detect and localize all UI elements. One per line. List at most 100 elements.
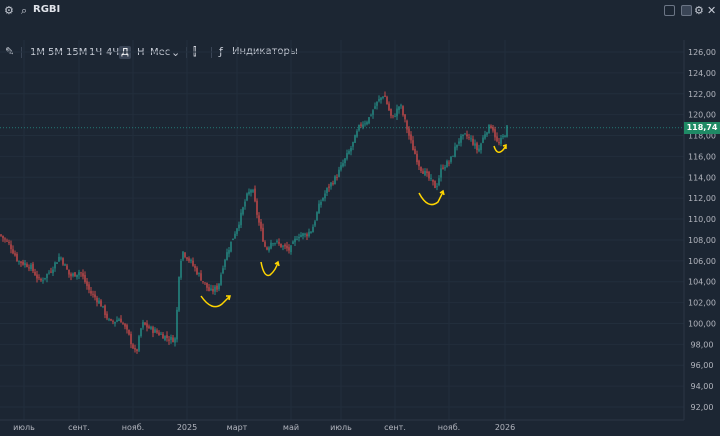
candle-body — [398, 106, 400, 110]
chevron-down-icon[interactable] — [664, 5, 675, 16]
x-tick-label: май — [283, 423, 299, 432]
candle-body — [364, 123, 366, 125]
candle-body — [294, 238, 296, 243]
candle-body — [394, 116, 396, 118]
candle-body — [334, 176, 336, 184]
time-axis[interactable]: июль сент. нояб. 2025 март май июль сент. нояб. 2… — [0, 419, 684, 432]
annotation-mark — [260, 260, 280, 277]
candle-body — [40, 278, 42, 281]
price-axis[interactable]: 126,00 124,00 122,00 120,00 118,00 116,00 114,… — [683, 40, 716, 420]
candle-body — [274, 242, 276, 244]
search-icon[interactable]: ⌕ — [21, 4, 28, 17]
candle-body — [310, 231, 312, 233]
candle-body — [326, 187, 328, 193]
candle-body — [12, 249, 14, 254]
candle-body — [208, 287, 210, 292]
candle-body — [130, 333, 132, 345]
candle-body — [350, 147, 352, 152]
candle-body — [146, 323, 148, 328]
candle-body — [438, 178, 440, 186]
candle-body — [214, 286, 216, 292]
candle-body — [82, 273, 84, 277]
candle-body — [276, 241, 278, 242]
candle-body — [424, 170, 426, 176]
candle-body — [4, 238, 6, 240]
candle-body — [404, 114, 406, 120]
candle-body — [14, 253, 16, 256]
candle-body — [174, 338, 176, 343]
candle-body — [228, 250, 230, 254]
candle-body — [60, 257, 62, 259]
candle-body — [192, 260, 194, 266]
candle-body — [354, 135, 356, 143]
candle-body — [298, 237, 300, 239]
candle-body — [320, 201, 322, 205]
close-icon[interactable]: ✕ — [707, 4, 717, 17]
candle-body — [182, 251, 184, 260]
candle-body — [150, 326, 152, 329]
annotation-mark — [418, 189, 445, 206]
candle-body — [216, 285, 218, 290]
layout-icon[interactable] — [681, 5, 692, 16]
candle-body — [142, 322, 144, 328]
candle-body — [284, 244, 286, 247]
candle-body — [58, 256, 60, 262]
candle-body — [406, 120, 408, 130]
candle-body — [114, 321, 116, 324]
candle-body — [372, 110, 374, 115]
candle-body — [200, 273, 202, 281]
candle-body — [374, 106, 376, 109]
candle-body — [422, 171, 424, 174]
candle-body — [250, 190, 252, 193]
candle-body — [444, 167, 446, 169]
candle-body — [2, 235, 4, 239]
candle-body — [426, 171, 428, 173]
candle-body — [94, 294, 96, 298]
candle-body — [454, 146, 456, 157]
candle-body — [98, 300, 100, 304]
gear-icon[interactable]: ⚙ — [4, 4, 14, 17]
candle-body — [260, 221, 262, 229]
candle-body — [288, 247, 290, 251]
candle-body — [292, 241, 294, 244]
candle-body — [300, 234, 302, 237]
candle-body — [436, 186, 438, 188]
candle-body — [430, 178, 432, 179]
candle-body — [500, 137, 502, 144]
candle-body — [224, 259, 226, 267]
candle-body — [456, 144, 458, 148]
candle-body — [246, 193, 248, 201]
candle-body — [262, 227, 264, 242]
candle-body — [248, 191, 250, 195]
candle-body — [494, 129, 496, 138]
candle-body — [302, 233, 304, 236]
candle-body — [312, 226, 314, 233]
candle-body — [446, 161, 448, 168]
candle-body — [478, 148, 480, 152]
x-tick-label: 2025 — [177, 423, 197, 432]
candle-body — [140, 328, 142, 337]
candle-body — [318, 203, 320, 214]
candle-body — [268, 247, 270, 251]
candle-body — [466, 134, 468, 137]
candle-body — [460, 135, 462, 143]
candle-body — [230, 241, 232, 252]
candle-body — [10, 244, 12, 250]
ticker-symbol[interactable]: RGBI — [33, 4, 61, 15]
candle-body — [138, 336, 140, 351]
candle-body — [390, 108, 392, 116]
candle-body — [128, 329, 130, 335]
candle-body — [134, 347, 136, 350]
candle-body — [188, 258, 190, 261]
gear-icon[interactable]: ⚙ — [694, 4, 704, 17]
candle-body — [492, 127, 494, 131]
candle-body — [238, 224, 240, 229]
candle-body — [162, 333, 164, 339]
candle-body — [414, 148, 416, 155]
candle-body — [428, 171, 430, 179]
candle-body — [184, 252, 186, 257]
candle-body — [186, 257, 188, 260]
y-tick-label: 92,00 — [691, 403, 714, 412]
candle-body — [104, 305, 106, 316]
